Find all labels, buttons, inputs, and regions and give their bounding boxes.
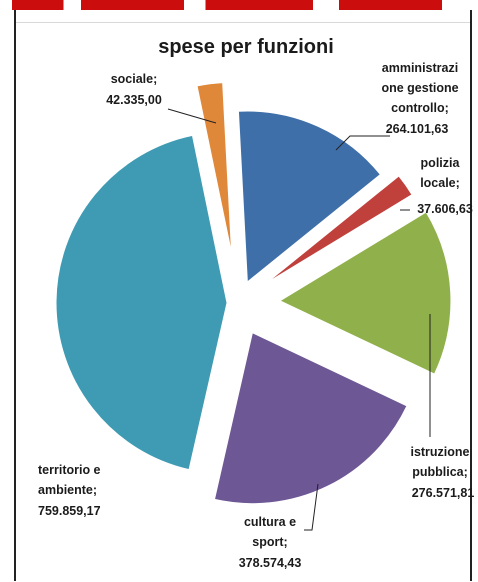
slice-label: polizia locale; — [420, 156, 460, 190]
chart-title: spese per funzioni — [158, 36, 334, 58]
header-title-fragment — [0, 0, 478, 12]
leader-line — [167, 108, 217, 124]
pie-slice-amministrazi-one-gestione-controllo — [237, 110, 382, 283]
header-red-text — [12, 0, 442, 10]
pie-slice-sociale — [196, 82, 233, 254]
slice-label: cultura e sport; — [244, 515, 296, 549]
left-border — [14, 10, 16, 581]
slice-value-label: 42.335,00 — [106, 93, 162, 107]
slice-value-label: 264.101,63 — [386, 122, 449, 136]
slice-label: sociale; — [111, 72, 158, 86]
leader-line — [335, 135, 390, 151]
pie-slice-cultura-e-sport — [213, 331, 408, 505]
pie-slice-territorio-e-ambiente — [55, 134, 228, 471]
slice-value-label: 37.606,63 — [417, 202, 473, 216]
slice-value-label: 276.571,81 — [412, 486, 475, 500]
slice-label: amministrazi one gestione controllo; — [381, 61, 458, 115]
right-border — [470, 10, 472, 581]
slice-label: istruzione pubblica; — [410, 445, 469, 479]
pie-slice-istruzione-pubblica — [278, 211, 452, 375]
leader-line — [304, 483, 319, 531]
slice-label: territorio e ambiente; — [38, 463, 101, 497]
pie-slice-polizia-locale — [265, 175, 413, 284]
slice-value-label: 759.859,17 — [38, 504, 101, 518]
slice-value-label: 378.574,43 — [239, 556, 302, 570]
